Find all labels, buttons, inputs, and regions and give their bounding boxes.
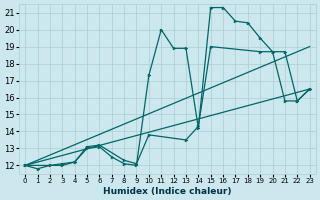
X-axis label: Humidex (Indice chaleur): Humidex (Indice chaleur) [103,187,232,196]
